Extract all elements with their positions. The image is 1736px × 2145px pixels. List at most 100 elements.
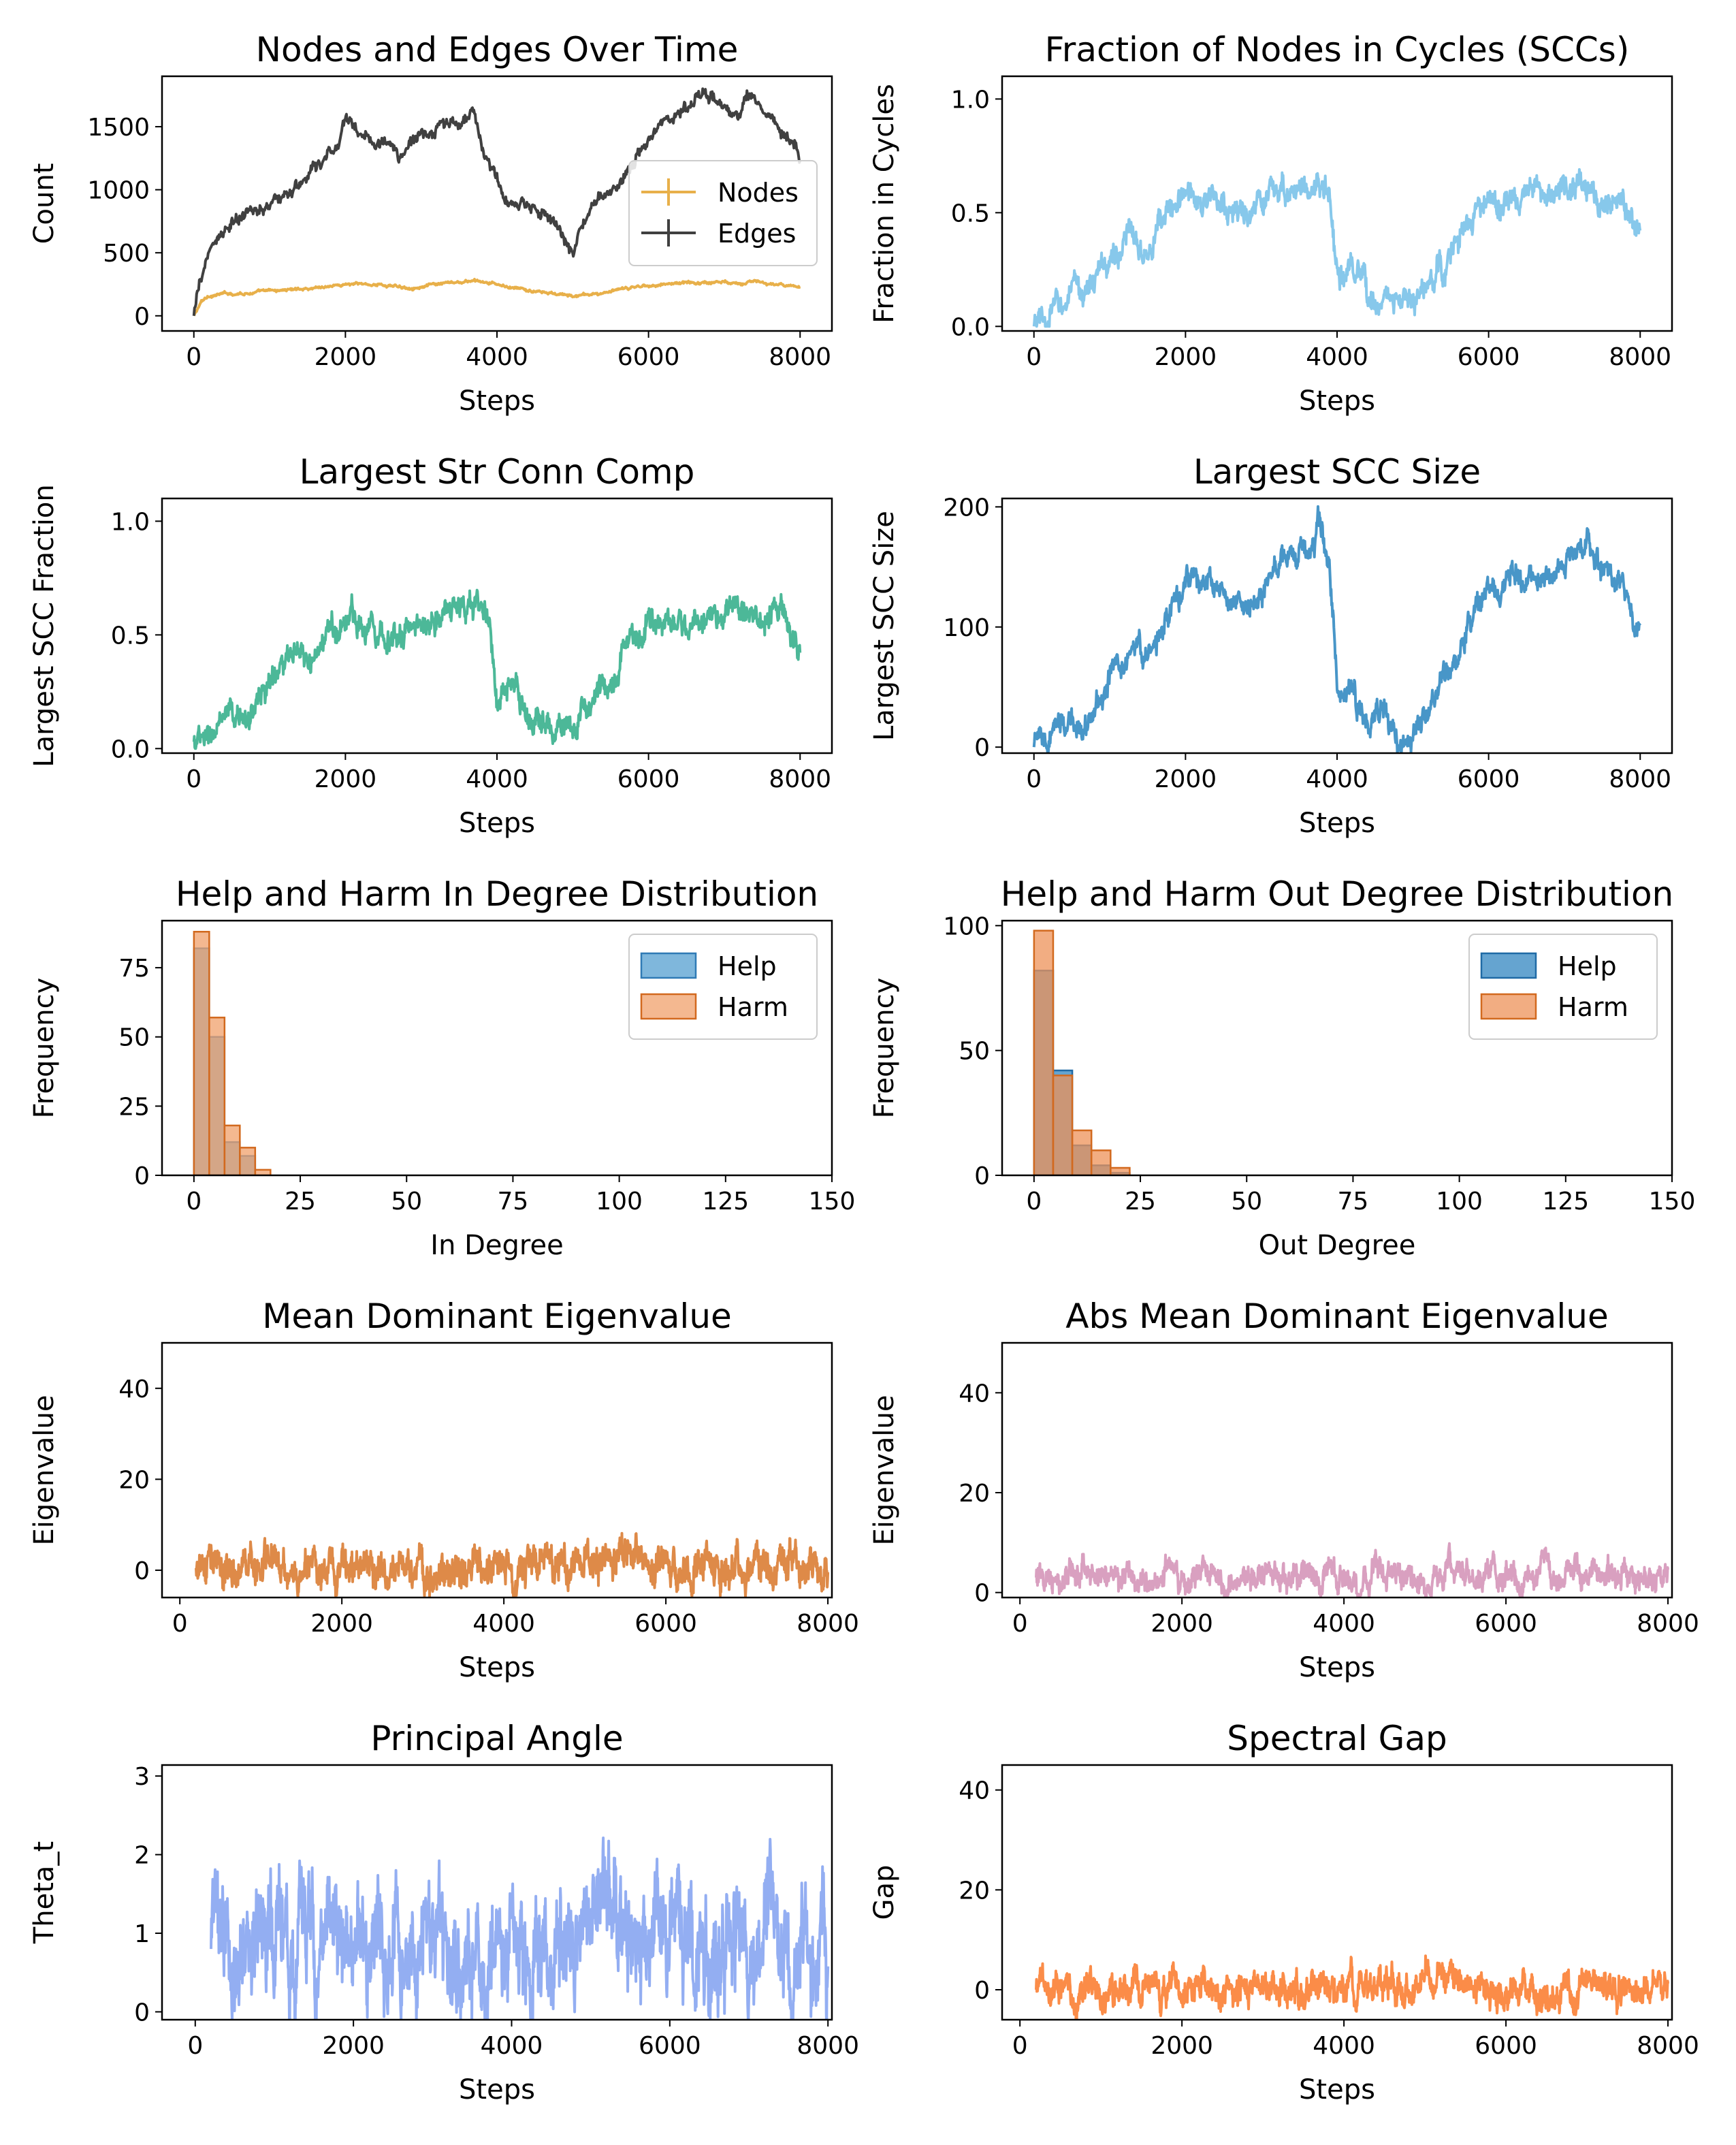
series-line-nodes [192, 278, 801, 317]
legend-label-edges: Edges [718, 219, 796, 249]
x-tick-label: 0 [187, 2032, 203, 2060]
x-tick-label: 8000 [1609, 765, 1671, 793]
y-tick-label: 200 [943, 494, 990, 522]
axes-frame [1001, 497, 1673, 754]
chart-panel-3: Largest Str Conn Comp Steps Largest SCC Fr… [29, 452, 833, 839]
y-tick-label: 0 [974, 1162, 990, 1190]
chart-panel-4: Largest SCC Size Steps Largest SCC Size 0 20… [869, 452, 1673, 839]
y-tick-label: 40 [959, 1380, 990, 1408]
plot-area [1032, 168, 1642, 328]
y-tick-label: 20 [118, 1466, 150, 1494]
x-tick-label: 6000 [639, 2032, 701, 2060]
x-tick-label: 125 [702, 1188, 749, 1216]
axes-frame [161, 497, 833, 754]
y-axis-label: Frequency [29, 978, 60, 1119]
bar-harm [1090, 1149, 1112, 1175]
x-tick-label: 6000 [1475, 2032, 1537, 2060]
y-tick-label: 0 [974, 1977, 990, 2005]
x-tick-label: 125 [1542, 1188, 1589, 1216]
x-axis-label: In Degree [430, 1230, 563, 1261]
y-tick-label: 3 [134, 1763, 150, 1791]
y-tick-label: 0 [134, 1557, 150, 1585]
y-axis-label: Count [29, 163, 60, 244]
y-tick-label: 100 [943, 614, 990, 642]
series-line-theta-t [210, 1837, 830, 2020]
x-tick-label: 4000 [466, 343, 528, 371]
legend-swatch-help [640, 952, 697, 979]
axes-frame [161, 1764, 833, 2021]
x-tick-label: 0 [172, 1610, 188, 1638]
x-tick-label: 100 [596, 1188, 643, 1216]
plot-area [1032, 505, 1641, 753]
x-tick-label: 75 [498, 1188, 529, 1216]
chart-panel-7: Mean Dominant Eigenvalue Steps Eigenvalue 0… [29, 1297, 859, 1683]
x-tick-label: 6000 [617, 765, 680, 793]
x-axis-label: Steps [459, 808, 535, 839]
x-axis-label: Steps [1299, 808, 1375, 839]
chart-title: Spectral Gap [1227, 1719, 1447, 1758]
x-tick-label: 2000 [1151, 2032, 1213, 2060]
y-tick-label: 20 [959, 1877, 990, 1905]
x-tick-label: 8000 [1637, 1610, 1699, 1638]
y-axis-label: Gap [869, 1865, 900, 1920]
chart-panel-2: Fraction of Nodes in Cycles (SCCs) Steps F… [869, 30, 1673, 417]
y-tick-label: 1000 [87, 177, 150, 205]
legend-label-help: Help [1558, 951, 1617, 981]
x-tick-label: 0 [186, 765, 202, 793]
y-tick-label: 40 [118, 1376, 150, 1403]
chart-title: Principal Angle [370, 1719, 623, 1758]
y-tick-label: 2 [134, 1842, 150, 1870]
chart-title: Fraction of Nodes in Cycles (SCCs) [1045, 30, 1630, 69]
chart-panel-1: Nodes and Edges Over Time Steps Count 0 2000… [29, 30, 833, 417]
legend-label-help: Help [718, 951, 777, 981]
legend-swatch-harm [640, 993, 697, 1020]
x-tick-label: 0 [186, 343, 202, 371]
series-line-abs-eigenvalue [1035, 1542, 1670, 1598]
x-tick-label: 2000 [1155, 343, 1217, 371]
x-tick-label: 2000 [310, 1610, 373, 1638]
y-axis-label: Largest SCC Size [869, 511, 900, 741]
axes-frame [161, 1341, 833, 1599]
y-tick-label: 25 [118, 1093, 150, 1121]
y-tick-label: 50 [118, 1024, 150, 1052]
x-tick-label: 0 [1012, 1610, 1028, 1638]
plot-area [210, 1837, 830, 2020]
axes-frame [161, 919, 833, 1177]
bar-harm [1071, 1129, 1093, 1175]
x-tick-label: 6000 [617, 343, 680, 371]
y-tick-label: 0 [974, 734, 990, 762]
plot-area [1033, 930, 1131, 1175]
y-tick-label: 1.0 [111, 508, 150, 536]
y-tick-label: 1.0 [951, 86, 990, 114]
x-tick-label: 8000 [769, 343, 831, 371]
x-tick-label: 0 [1012, 2032, 1028, 2060]
chart-title: Help and Harm In Degree Distribution [176, 874, 818, 914]
legend: Help Harm [1468, 934, 1658, 1040]
y-tick-label: 50 [959, 1038, 990, 1066]
x-tick-label: 6000 [634, 1610, 697, 1638]
bar-harm [1110, 1166, 1131, 1175]
x-tick-label: 0 [1026, 343, 1042, 371]
legend-box [1468, 934, 1658, 1040]
axes-frame [1001, 919, 1673, 1177]
series-line-largest-scc-fraction [192, 588, 802, 750]
x-axis-label: Steps [1299, 385, 1375, 417]
legend-swatch-harm [1480, 993, 1537, 1020]
x-tick-label: 8000 [797, 2032, 859, 2060]
x-axis-label: Steps [459, 2074, 535, 2106]
bar-harm [193, 931, 210, 1175]
plot-area [1035, 1542, 1670, 1598]
chart-panel-5: Help and Harm In Degree Distribution In D… [29, 874, 855, 1261]
y-tick-label: 0 [134, 303, 150, 331]
y-tick-label: 500 [103, 240, 150, 268]
x-tick-label: 4000 [472, 1610, 535, 1638]
x-tick-label: 25 [285, 1188, 316, 1216]
y-tick-label: 1500 [87, 114, 150, 142]
x-tick-label: 0 [186, 1188, 202, 1216]
x-tick-label: 4000 [1313, 2032, 1375, 2060]
x-tick-label: 4000 [1306, 765, 1368, 793]
x-axis-label: Out Degree [1259, 1230, 1416, 1261]
legend-label-harm: Harm [718, 992, 788, 1022]
x-tick-label: 8000 [797, 1610, 859, 1638]
